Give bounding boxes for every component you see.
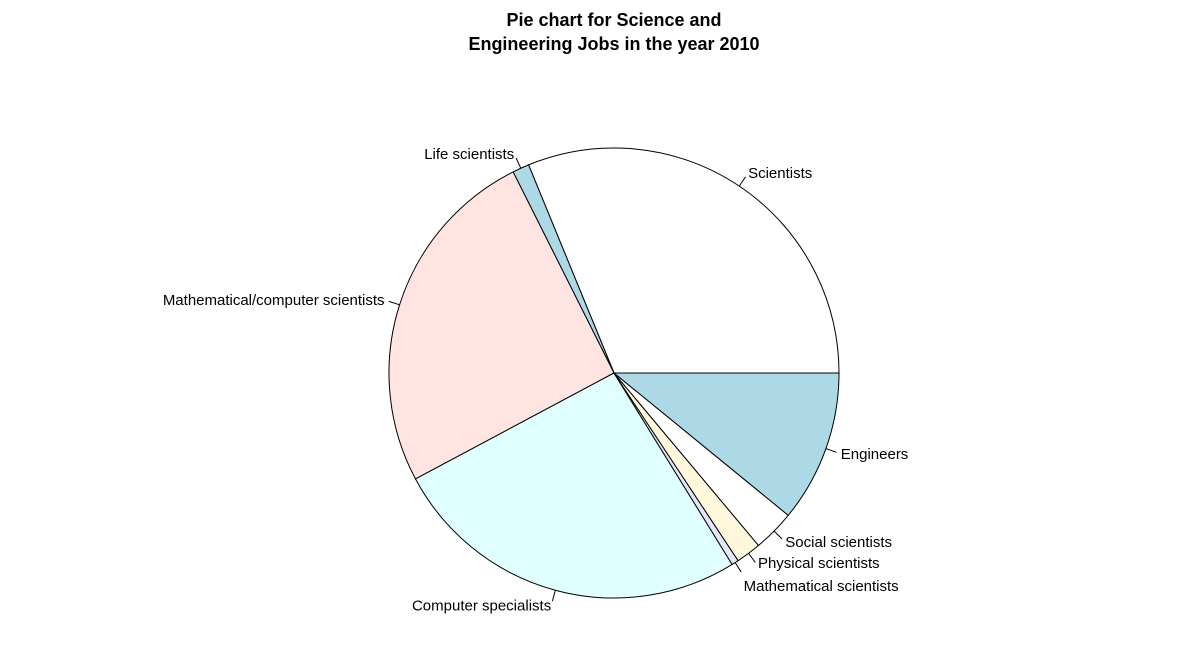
pie-slices xyxy=(388,147,840,599)
pie-label-mathematical-scientists: Mathematical scientists xyxy=(744,578,899,595)
pie-label-tick-mathematical-computer-scientists xyxy=(388,300,400,306)
pie-label-tick-mathematical-scientists xyxy=(734,562,742,573)
pie-labels: Scientists Life scientists Mathematical/co… xyxy=(163,146,908,615)
pie-label-tick-computer-specialists xyxy=(551,590,556,602)
pie-label-tick-scientists xyxy=(738,176,746,187)
pie-label-scientists: Scientists xyxy=(748,165,812,182)
pie-label-mathematical-computer-scientists: Mathematical/computer scientists xyxy=(163,292,385,309)
pie-label-computer-specialists: Computer specialists xyxy=(412,597,551,614)
pie-label-physical-scientists: Physical scientists xyxy=(758,555,880,572)
pie-label-social-scientists: Social scientists xyxy=(785,534,892,551)
pie-slice-scientists xyxy=(527,147,840,374)
pie-label-tick-social-scientists xyxy=(773,530,783,540)
pie-label-tick-life-scientists xyxy=(515,157,522,169)
chart-title-line-1: Pie chart for Science and xyxy=(506,10,721,30)
pie-slice-mathematical-computer-scientists xyxy=(388,171,615,480)
pie-label-tick-physical-scientists xyxy=(748,553,756,563)
pie-label-life-scientists: Life scientists xyxy=(424,146,514,163)
chart-title-line-2: Engineering Jobs in the year 2010 xyxy=(468,34,759,54)
pie-label-engineers: Engineers xyxy=(841,446,909,463)
pie-label-tick-engineers xyxy=(825,448,837,453)
pie-slice-engineers xyxy=(612,372,840,517)
